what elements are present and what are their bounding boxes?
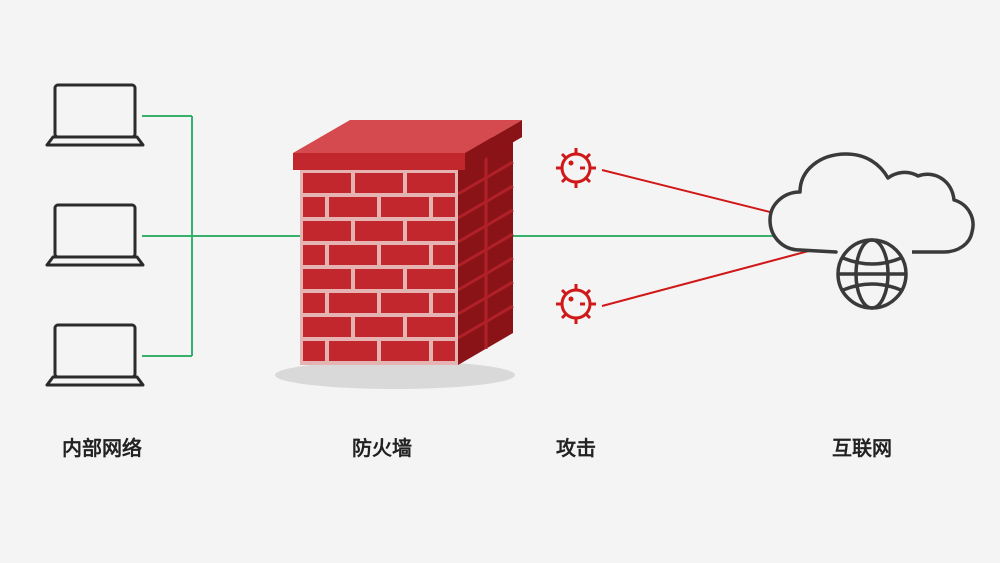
globe-icon: [838, 240, 906, 308]
label-firewall: 防火墙: [352, 432, 412, 461]
label-attack: 攻击: [556, 432, 596, 461]
label-internal-network: 内部网络: [62, 432, 142, 461]
diagram-canvas: 内部网络 防火墙 攻击 互联网: [0, 0, 1000, 563]
label-internet: 互联网: [832, 432, 892, 461]
internet-layer: [0, 0, 1000, 563]
cloud-icon: [770, 154, 973, 252]
